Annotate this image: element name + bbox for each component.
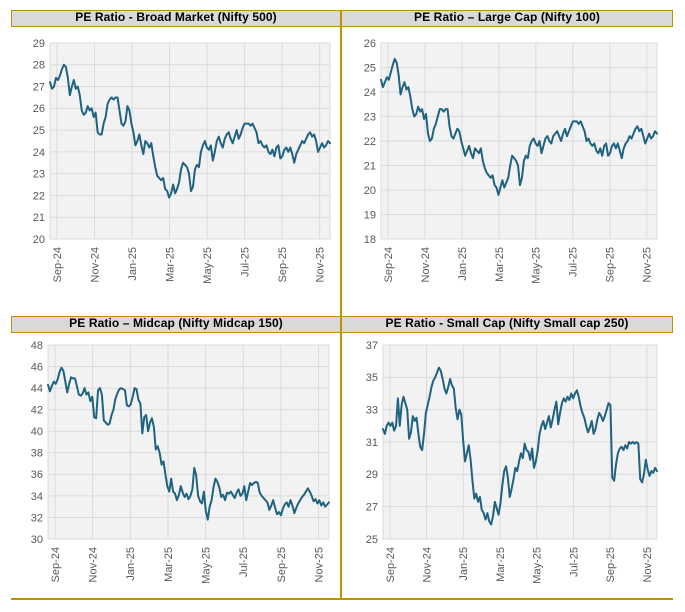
svg-text:Sep-24: Sep-24 <box>383 247 395 282</box>
svg-text:18: 18 <box>364 234 376 246</box>
chart-panel-nifty100: PE Ratio – Large Cap (Nifty 100) 18 19 20 2… <box>341 10 673 306</box>
pe-line-series <box>49 63 331 199</box>
svg-text:24: 24 <box>33 147 45 159</box>
svg-text:25: 25 <box>366 534 378 546</box>
svg-text:Nov-25: Nov-25 <box>642 547 654 582</box>
svg-text:Sep-25: Sep-25 <box>276 547 288 582</box>
y-gridlines-and-labels: 18 19 20 21 22 23 24 25 26 <box>364 38 657 246</box>
svg-text:Jul-25: Jul-25 <box>238 547 250 577</box>
svg-text:28: 28 <box>33 60 45 72</box>
center-gold-divider <box>340 10 342 599</box>
svg-text:23: 23 <box>33 169 45 181</box>
svg-text:26: 26 <box>364 38 376 50</box>
svg-text:Nov-25: Nov-25 <box>315 247 327 282</box>
svg-text:33: 33 <box>366 405 378 417</box>
svg-text:May-25: May-25 <box>531 247 543 284</box>
chart-canvas-nifty500: 20 21 22 23 24 25 26 27 28 29 Sep-24 Nov-24 Jan-25 Ma… <box>33 38 331 284</box>
svg-text:Nov-25: Nov-25 <box>642 247 654 282</box>
svg-text:21: 21 <box>33 212 45 224</box>
chart-panel-nifty500: PE Ratio - Broad Market (Nifty 500) 20 21… <box>11 10 341 306</box>
x-gridlines-and-labels: Sep-24 Nov-24 Jan-25 Mar-25 May-25 Jul-25 Sep-… <box>50 345 326 584</box>
svg-text:Jan-25: Jan-25 <box>457 247 469 281</box>
svg-text:Nov-24: Nov-24 <box>420 247 432 282</box>
plot-area <box>49 42 331 240</box>
svg-text:32: 32 <box>31 512 43 524</box>
chart-panel-smallcap250: PE Ratio - Small Cap (Nifty Small cap 25… <box>341 316 673 600</box>
svg-text:Mar-25: Mar-25 <box>495 547 507 582</box>
svg-text:23: 23 <box>364 111 376 123</box>
svg-text:Jul-25: Jul-25 <box>568 247 580 277</box>
svg-text:20: 20 <box>33 234 45 246</box>
svg-text:42: 42 <box>31 405 43 417</box>
svg-text:24: 24 <box>364 87 376 99</box>
svg-text:21: 21 <box>364 160 376 172</box>
chart-title-midcap150: PE Ratio – Midcap (Nifty Midcap 150) <box>11 316 341 333</box>
svg-text:Nov-24: Nov-24 <box>88 547 100 582</box>
chart-canvas-smallcap250: 25 27 29 31 33 35 37 Sep-24 Nov-24 Jan-25 Mar-25 Ma… <box>366 340 658 584</box>
svg-text:Sep-25: Sep-25 <box>605 247 617 282</box>
svg-text:20: 20 <box>364 185 376 197</box>
svg-text:27: 27 <box>366 502 378 514</box>
svg-text:Jan-25: Jan-25 <box>125 547 137 581</box>
svg-text:Sep-25: Sep-25 <box>605 547 617 582</box>
y-gridlines-and-labels: 30 32 34 36 38 40 42 44 46 48 <box>31 340 329 546</box>
svg-text:26: 26 <box>33 103 45 115</box>
svg-text:35: 35 <box>366 372 378 384</box>
svg-text:30: 30 <box>31 534 43 546</box>
svg-text:22: 22 <box>364 136 376 148</box>
svg-text:Jul-25: Jul-25 <box>240 247 252 277</box>
chart-title-nifty500: PE Ratio - Broad Market (Nifty 500) <box>11 10 341 27</box>
pe-line-series <box>382 366 658 526</box>
svg-text:Sep-25: Sep-25 <box>277 247 289 282</box>
svg-text:Nov-24: Nov-24 <box>89 247 101 282</box>
chart-title-smallcap250: PE Ratio - Small Cap (Nifty Small cap 25… <box>341 316 673 333</box>
svg-text:29: 29 <box>366 469 378 481</box>
plot-area <box>47 344 330 540</box>
x-gridlines-and-labels: Sep-24 Nov-24 Jan-25 Mar-25 May-25 Jul-25 Sep-… <box>52 43 327 284</box>
svg-text:Mar-25: Mar-25 <box>494 247 506 282</box>
svg-text:Mar-25: Mar-25 <box>164 247 176 282</box>
svg-text:25: 25 <box>364 62 376 74</box>
chart-canvas-midcap150: 30 32 34 36 38 40 42 44 46 48 Sep-24 Nov-24 Jan-25 Ma… <box>31 340 330 584</box>
svg-text:Jan-25: Jan-25 <box>127 247 139 281</box>
svg-text:22: 22 <box>33 190 45 202</box>
svg-text:Nov-24: Nov-24 <box>421 547 433 582</box>
svg-text:36: 36 <box>31 469 43 481</box>
svg-text:27: 27 <box>33 81 45 93</box>
svg-text:44: 44 <box>31 383 43 395</box>
svg-text:31: 31 <box>366 437 378 449</box>
svg-text:Mar-25: Mar-25 <box>163 547 175 582</box>
svg-text:May-25: May-25 <box>201 547 213 584</box>
chart-panel-midcap150: PE Ratio – Midcap (Nifty Midcap 150) 30 3… <box>11 316 341 600</box>
chart-title-nifty100: PE Ratio – Large Cap (Nifty 100) <box>341 10 673 27</box>
svg-text:38: 38 <box>31 448 43 460</box>
svg-text:Sep-24: Sep-24 <box>385 547 397 582</box>
svg-text:48: 48 <box>31 340 43 352</box>
x-gridlines-and-labels: Sep-24 Nov-24 Jan-25 Mar-25 May-25 Jul-25 Sep-… <box>383 43 654 284</box>
svg-text:40: 40 <box>31 426 43 438</box>
svg-text:Jan-25: Jan-25 <box>458 547 470 581</box>
svg-text:46: 46 <box>31 361 43 373</box>
svg-text:Jul-25: Jul-25 <box>568 547 580 577</box>
svg-text:25: 25 <box>33 125 45 137</box>
svg-text:Sep-24: Sep-24 <box>52 247 64 282</box>
svg-text:37: 37 <box>366 340 378 352</box>
svg-text:Sep-24: Sep-24 <box>50 547 62 582</box>
svg-text:Nov-25: Nov-25 <box>314 547 326 582</box>
svg-text:19: 19 <box>364 209 376 221</box>
svg-text:May-25: May-25 <box>202 247 214 284</box>
pe-line-series <box>380 57 658 196</box>
chart-canvas-nifty100: 18 19 20 21 22 23 24 25 26 Sep-24 Nov-24 Jan-25 Mar-… <box>364 38 658 284</box>
svg-text:May-25: May-25 <box>532 547 544 584</box>
svg-text:29: 29 <box>33 38 45 50</box>
pe-line-series <box>47 366 330 521</box>
bottom-gold-border <box>11 598 673 600</box>
svg-text:34: 34 <box>31 491 43 503</box>
